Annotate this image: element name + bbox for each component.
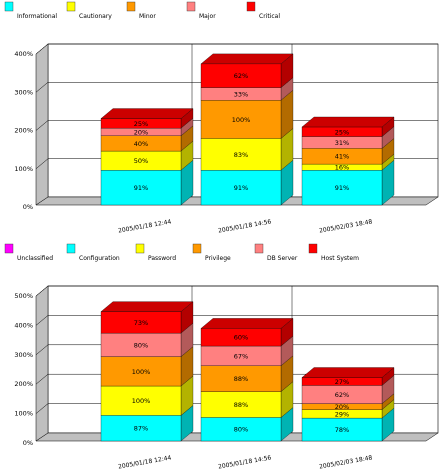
y-tick-label: 400% [14,321,33,329]
legend-swatch [66,243,76,254]
bar-segment [100,385,182,416]
data-label: 67% [234,352,248,360]
data-label: 50% [134,157,148,165]
bar-top [100,301,194,312]
bar-top [301,367,395,378]
data-label: 91% [335,184,349,192]
data-label: 100% [232,116,251,124]
legend-swatch [192,243,202,254]
data-label: 88% [234,375,248,383]
legend-swatch [126,1,136,12]
grid-line-side [35,344,49,355]
legend-label: Critical [259,13,280,20]
data-label: 78% [335,426,349,434]
bar-segment [301,170,383,206]
data-label: 25% [335,128,349,136]
bar-segment [200,365,282,392]
x-tick-label: 2005/01/18 14:56 [218,454,272,470]
chart-1: Informational Cautionary Minor Major Critica… [4,1,439,235]
y-tick-label: 100% [14,410,33,418]
legend-label: Host System [321,255,359,262]
x-tick-label: 2005/01/18 12:44 [118,218,172,234]
data-label: 27% [335,378,349,386]
data-label: 40% [134,140,148,148]
grid-line-side [35,120,49,131]
data-label: 100% [132,368,151,376]
legend-label: Cautionary [79,13,112,20]
legend-label: Unclassified [17,255,53,262]
grid-line-side [35,285,49,297]
bar-segment [100,356,182,387]
data-label: 100% [132,397,151,405]
x-tick-label: 2005/01/18 14:56 [218,218,272,234]
legend-swatch [254,243,264,254]
data-label: 16% [335,164,349,172]
data-label: 20% [134,128,148,136]
bar-top [200,53,294,65]
data-label: 80% [134,341,148,349]
y-tick-label: 400% [14,50,33,58]
bar-segment [200,170,282,206]
chart-2: Unclassified Configuration Password Privile… [4,243,439,471]
y-tick-label: 200% [14,380,33,388]
legend-swatch [4,243,14,254]
y-tick-label: 0% [23,203,33,211]
legend-swatch [4,1,14,12]
legend-label: Minor [139,13,156,20]
data-label: 20% [335,403,349,411]
y-tick-label: 100% [14,165,33,173]
data-label: 60% [234,334,248,342]
bar-segment [200,138,282,171]
bar-top [301,116,395,128]
data-label: 80% [234,426,248,434]
legend-label: DB Server [267,255,298,262]
grid-line-side [35,158,49,169]
legend-label: Informational [17,13,57,20]
legend-swatch [66,1,76,12]
bar-top [200,318,294,329]
y-tick-label: 300% [14,351,33,359]
bar-segment [100,170,182,206]
legend-label: Password [148,255,176,262]
grid-line-side [35,315,49,326]
bar-segment [200,100,282,139]
bar-segment [100,415,182,442]
y-tick-label: 300% [14,88,33,96]
data-label: 29% [335,410,349,418]
plot-left-wall [35,285,49,442]
data-label: 31% [335,139,349,147]
grid-line-side [35,403,49,414]
data-label: 62% [335,391,349,399]
bar-top [100,108,194,119]
y-tick-label: 0% [23,439,33,447]
data-label: 73% [134,319,148,327]
data-label: 33% [234,90,248,98]
grid-line-side [35,82,49,93]
data-label: 87% [134,425,148,433]
data-label: 41% [335,153,349,161]
data-label: 25% [134,120,148,128]
legend-label: Privilege [205,255,231,262]
legend-swatch [308,243,318,254]
data-label: 91% [234,184,248,192]
x-tick-label: 2005/02/03 18:48 [319,454,373,470]
bar-segment [200,391,282,418]
grid-line-side [35,374,49,385]
data-label: 83% [234,151,248,159]
x-tick-label: 2005/02/03 18:48 [319,218,373,234]
legend-label: Major [199,13,216,20]
legend-swatch [246,1,256,12]
data-label: 91% [134,184,148,192]
legend-swatch [186,1,196,12]
x-tick-label: 2005/01/18 12:44 [118,454,172,470]
grid-line-side [35,43,49,55]
legend-swatch [135,243,145,254]
y-tick-label: 200% [14,127,33,135]
data-label: 88% [234,401,248,409]
y-tick-label: 500% [14,292,33,300]
data-label: 62% [234,72,248,80]
legend-label: Configuration [79,255,120,262]
plot-left-wall [35,43,49,206]
